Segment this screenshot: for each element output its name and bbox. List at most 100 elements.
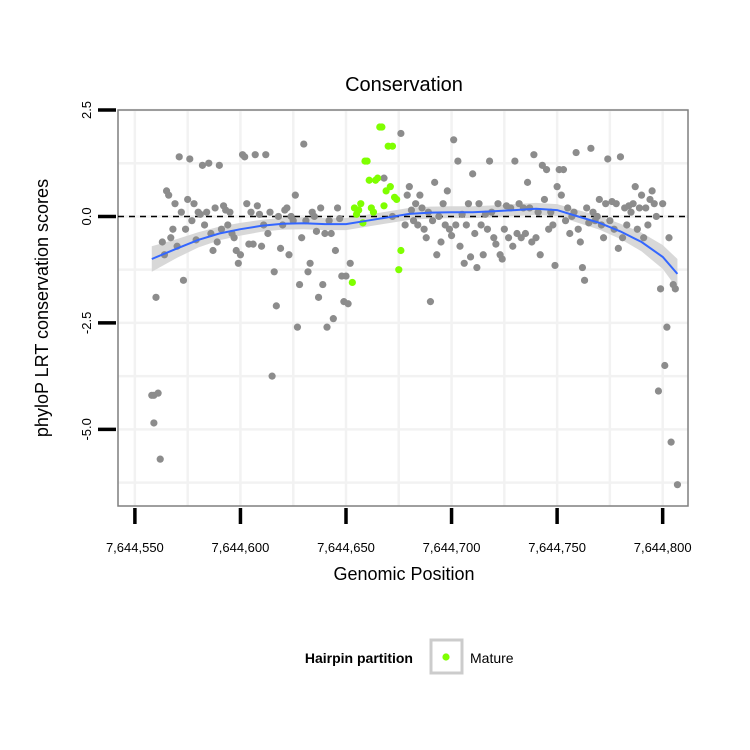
point-other (504, 234, 513, 242)
point-other (198, 161, 207, 169)
point-other (500, 225, 508, 233)
x-tick-label: 7,644,800 (634, 540, 692, 555)
point-other (445, 225, 454, 233)
point-mature (355, 206, 363, 214)
point-other (665, 234, 673, 242)
point-other (572, 148, 580, 157)
point-other (407, 206, 416, 214)
point-other (557, 191, 565, 199)
point-other (564, 204, 572, 212)
point-other (576, 238, 584, 246)
point-other (346, 259, 354, 267)
point-other (606, 217, 614, 225)
point-other (319, 280, 327, 289)
point-other (312, 227, 321, 235)
point-mature (378, 123, 386, 131)
x-tick-label: 7,644,650 (317, 540, 375, 555)
y-tick-label: 2.5 (79, 101, 94, 119)
point-other (270, 268, 278, 276)
point-other (329, 315, 337, 323)
y-tick-label: 0.0 (79, 207, 94, 225)
point-other (671, 285, 679, 293)
point-other (249, 240, 257, 248)
point-other (667, 438, 675, 446)
point-other (310, 212, 318, 221)
point-other (156, 455, 164, 463)
point-other (165, 191, 173, 199)
point-other (342, 272, 350, 280)
point-other (618, 234, 627, 242)
point-other (534, 208, 542, 216)
point-other (226, 208, 234, 216)
point-other (511, 157, 519, 165)
point-other (241, 153, 249, 161)
point-other (437, 238, 445, 246)
point-other (152, 293, 160, 301)
point-other (450, 136, 458, 144)
point-other (317, 204, 325, 212)
point-other (264, 229, 272, 238)
point-other (274, 212, 283, 221)
point-other (211, 204, 219, 212)
point-other (447, 232, 456, 240)
point-mature (393, 195, 401, 204)
point-other (460, 259, 468, 267)
point-other (327, 229, 335, 238)
point-other (336, 214, 344, 223)
point-other (566, 229, 574, 238)
point-mature (363, 157, 371, 165)
point-other (186, 155, 194, 163)
point-other (553, 183, 561, 191)
point-other (169, 225, 177, 233)
point-other (243, 200, 251, 208)
point-other (181, 225, 190, 233)
y-tick-label: -5.0 (79, 418, 94, 440)
point-mature (388, 142, 397, 150)
point-other (431, 178, 439, 186)
point-other (602, 200, 610, 208)
point-other (236, 251, 245, 259)
point-other (268, 372, 276, 380)
point-other (175, 153, 183, 161)
point-other (405, 183, 413, 191)
point-other (177, 208, 185, 216)
point-other (213, 238, 221, 246)
point-other (614, 244, 622, 252)
point-other (416, 191, 424, 199)
point-other (629, 200, 637, 208)
point-other (230, 234, 238, 242)
point-other (293, 323, 302, 331)
chart-title: Conservation (345, 74, 463, 96)
point-mature (357, 200, 365, 208)
point-mature (369, 208, 378, 216)
point-other (203, 208, 211, 216)
point-other (464, 200, 473, 208)
point-mature (397, 246, 405, 255)
point-other (266, 208, 274, 216)
point-other (255, 210, 264, 218)
point-other (331, 246, 340, 255)
x-tick-label: 7,644,550 (106, 540, 164, 555)
x-tick-label: 7,644,750 (528, 540, 586, 555)
point-mature (374, 174, 382, 182)
point-other (184, 195, 192, 204)
point-other (475, 200, 483, 208)
point-mature (386, 183, 394, 191)
point-other (283, 204, 291, 212)
point-other (551, 261, 559, 270)
point-other (580, 276, 589, 284)
point-other (412, 200, 420, 208)
point-other (661, 361, 669, 370)
point-other (623, 221, 631, 229)
point-other (298, 234, 306, 242)
point-other (272, 302, 280, 310)
loess-line (151, 207, 679, 275)
point-other (234, 259, 242, 267)
point-other (196, 210, 204, 218)
legend-label-mature: Mature (470, 650, 514, 666)
y-axis: -5.0 -2.5 0.0 2.5 (79, 101, 116, 441)
point-other (479, 251, 487, 259)
point-other (276, 244, 285, 252)
point-other (426, 298, 435, 306)
